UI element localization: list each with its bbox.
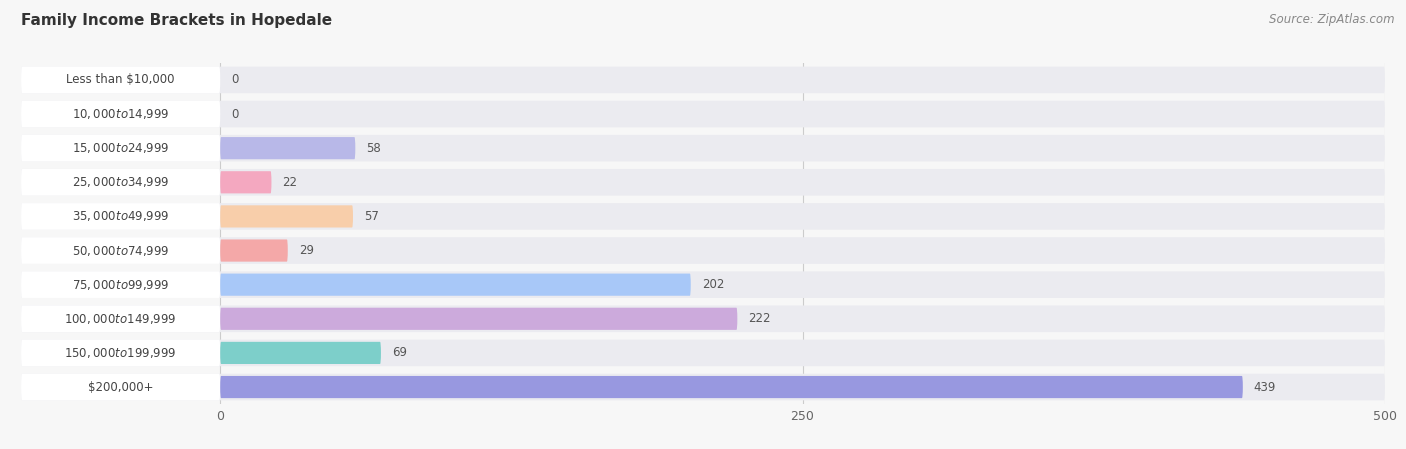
Text: 69: 69 [392,347,406,359]
FancyBboxPatch shape [221,342,381,364]
Text: Less than $10,000: Less than $10,000 [66,74,174,86]
Text: $10,000 to $14,999: $10,000 to $14,999 [72,107,169,121]
FancyBboxPatch shape [21,169,1385,196]
FancyBboxPatch shape [21,169,221,196]
Text: 22: 22 [283,176,297,189]
Text: 0: 0 [231,74,239,86]
Text: 29: 29 [298,244,314,257]
Text: $200,000+: $200,000+ [89,381,153,393]
FancyBboxPatch shape [21,101,221,128]
Text: $100,000 to $149,999: $100,000 to $149,999 [65,312,177,326]
Text: $35,000 to $49,999: $35,000 to $49,999 [72,209,169,224]
Text: $150,000 to $199,999: $150,000 to $199,999 [65,346,177,360]
FancyBboxPatch shape [21,374,221,401]
Text: Family Income Brackets in Hopedale: Family Income Brackets in Hopedale [21,13,332,28]
FancyBboxPatch shape [221,171,271,194]
Text: 57: 57 [364,210,378,223]
FancyBboxPatch shape [21,339,1385,366]
Text: $25,000 to $34,999: $25,000 to $34,999 [72,175,169,189]
FancyBboxPatch shape [221,308,737,330]
FancyBboxPatch shape [21,271,1385,298]
FancyBboxPatch shape [21,339,221,366]
FancyBboxPatch shape [21,237,1385,264]
FancyBboxPatch shape [221,205,353,228]
FancyBboxPatch shape [21,66,221,93]
FancyBboxPatch shape [21,135,1385,162]
Text: 58: 58 [366,142,381,154]
FancyBboxPatch shape [21,374,1385,401]
Text: 222: 222 [748,313,770,325]
FancyBboxPatch shape [221,137,356,159]
Text: 0: 0 [231,108,239,120]
Text: $50,000 to $74,999: $50,000 to $74,999 [72,243,169,258]
FancyBboxPatch shape [21,135,221,162]
FancyBboxPatch shape [221,239,288,262]
FancyBboxPatch shape [21,203,1385,230]
Text: Source: ZipAtlas.com: Source: ZipAtlas.com [1270,13,1395,26]
FancyBboxPatch shape [21,66,1385,93]
FancyBboxPatch shape [221,376,1243,398]
FancyBboxPatch shape [21,101,1385,128]
FancyBboxPatch shape [21,305,1385,332]
Text: $15,000 to $24,999: $15,000 to $24,999 [72,141,169,155]
Text: 202: 202 [702,278,724,291]
FancyBboxPatch shape [21,305,221,332]
Text: 439: 439 [1254,381,1277,393]
Text: $75,000 to $99,999: $75,000 to $99,999 [72,277,169,292]
FancyBboxPatch shape [21,237,221,264]
FancyBboxPatch shape [221,273,690,296]
FancyBboxPatch shape [21,271,221,298]
FancyBboxPatch shape [21,203,221,230]
